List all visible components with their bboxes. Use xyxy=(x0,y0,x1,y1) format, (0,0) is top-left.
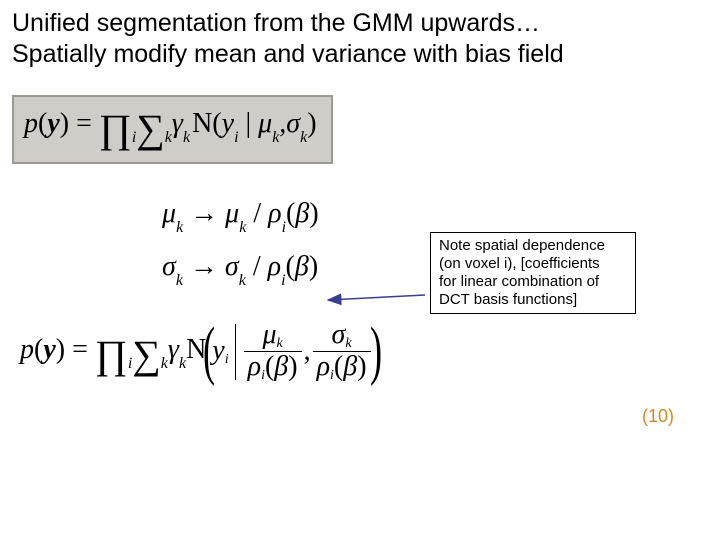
title-line-1: Unified segmentation from the GMM upward… xyxy=(12,8,708,39)
note-line-1: Note spatial dependence xyxy=(439,237,627,255)
equation-3: p(y) = ∏i∑kγkN(yiμkρi(β),σkρi(β)) xyxy=(20,334,379,365)
mu-transform: μk → μk / ρi(β) xyxy=(162,198,708,237)
note-line-4: DCT basis functions] xyxy=(439,291,627,309)
equation-number: (10) xyxy=(642,406,708,427)
note-line-2: (on voxel i), [coefficients xyxy=(439,255,627,273)
equation-1-box: p(y) = ∏i∑kγkN(yi | μk,σk) xyxy=(12,95,333,164)
title-line-2: Spatially modify mean and variance with … xyxy=(12,39,708,70)
equation-3-wrap: p(y) = ∏i∑kγkN(yiμkρi(β),σkρi(β)) xyxy=(20,320,708,384)
note-box: Note spatial dependence (on voxel i), [c… xyxy=(430,232,636,314)
note-line-3: for linear combination of xyxy=(439,273,627,291)
